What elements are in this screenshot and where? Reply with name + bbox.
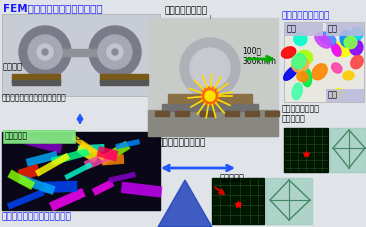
Circle shape [89,26,141,78]
Circle shape [42,49,48,55]
Text: 高速回転: 高速回転 [3,62,23,71]
FancyBboxPatch shape [162,104,258,111]
Circle shape [205,91,215,101]
Text: 継目・レール損傷: 継目・レール損傷 [165,6,208,15]
Ellipse shape [315,33,331,48]
Text: レール・まくらぎの変形解析: レール・まくらぎの変形解析 [2,212,72,221]
FancyBboxPatch shape [96,146,119,161]
Text: 形状: 形状 [287,24,297,33]
FancyBboxPatch shape [78,144,105,153]
FancyBboxPatch shape [101,154,124,165]
FancyBboxPatch shape [99,141,130,165]
FancyBboxPatch shape [64,162,93,180]
FancyBboxPatch shape [35,153,70,177]
FancyBboxPatch shape [7,189,45,210]
FancyBboxPatch shape [18,164,41,181]
FancyBboxPatch shape [100,80,148,85]
Text: 運動: 運動 [328,24,338,33]
FancyBboxPatch shape [115,139,140,149]
FancyBboxPatch shape [155,111,169,116]
FancyBboxPatch shape [26,151,58,167]
FancyBboxPatch shape [284,128,328,172]
FancyBboxPatch shape [284,22,364,102]
FancyBboxPatch shape [49,188,86,211]
FancyBboxPatch shape [7,170,35,190]
FancyBboxPatch shape [43,181,78,193]
Ellipse shape [292,56,309,72]
FancyBboxPatch shape [51,148,90,165]
Text: バラスト軌道の劣化: バラスト軌道の劣化 [158,138,206,147]
Ellipse shape [332,89,344,99]
Text: 摩擦: 摩擦 [328,90,338,99]
Text: コンタクトパッチを詳細に再現: コンタクトパッチを詳細に再現 [2,93,67,102]
Text: 高周波振動: 高周波振動 [5,131,28,140]
FancyBboxPatch shape [326,23,364,36]
Polygon shape [158,180,212,227]
Circle shape [190,48,230,88]
FancyBboxPatch shape [71,135,106,160]
Ellipse shape [332,63,342,73]
Text: バラスト粒状体解析: バラスト粒状体解析 [282,11,330,20]
FancyBboxPatch shape [148,18,278,136]
FancyBboxPatch shape [175,111,189,116]
Ellipse shape [294,33,307,45]
FancyBboxPatch shape [266,178,312,224]
FancyBboxPatch shape [84,150,116,170]
FancyBboxPatch shape [225,111,239,116]
FancyBboxPatch shape [330,128,366,172]
FancyBboxPatch shape [121,182,163,198]
Circle shape [201,87,219,105]
FancyBboxPatch shape [12,80,60,85]
FancyBboxPatch shape [326,89,364,102]
Circle shape [107,44,123,60]
Ellipse shape [292,83,302,100]
FancyBboxPatch shape [22,135,63,154]
Circle shape [28,35,62,69]
Ellipse shape [344,36,357,49]
Text: 100～
300km/h: 100～ 300km/h [242,46,276,65]
Ellipse shape [350,28,363,40]
Circle shape [112,49,118,55]
FancyBboxPatch shape [3,130,75,143]
Ellipse shape [340,30,352,47]
Ellipse shape [343,71,354,80]
FancyBboxPatch shape [245,111,259,116]
Circle shape [37,44,53,60]
FancyBboxPatch shape [108,172,136,183]
Ellipse shape [292,53,306,69]
Ellipse shape [312,64,327,80]
Text: 四面体集合: 四面体集合 [220,173,245,182]
FancyBboxPatch shape [2,132,160,210]
Ellipse shape [297,50,313,65]
FancyBboxPatch shape [200,111,214,116]
Circle shape [98,35,132,69]
FancyBboxPatch shape [18,175,56,195]
FancyBboxPatch shape [45,49,115,56]
Ellipse shape [332,44,341,56]
Circle shape [180,38,240,98]
Ellipse shape [284,66,298,80]
Ellipse shape [281,47,296,58]
Text: FEM解析による転がり接触解析: FEM解析による転がり接触解析 [3,3,102,13]
Ellipse shape [350,40,363,55]
Ellipse shape [302,68,311,87]
FancyBboxPatch shape [265,111,279,116]
Text: バラストの挙動を
詳細に再現: バラストの挙動を 詳細に再現 [282,104,320,123]
FancyBboxPatch shape [212,178,264,224]
FancyBboxPatch shape [168,94,252,106]
FancyBboxPatch shape [148,110,278,136]
FancyBboxPatch shape [76,142,100,163]
Ellipse shape [318,32,336,45]
FancyBboxPatch shape [100,74,148,82]
FancyBboxPatch shape [12,74,60,82]
Circle shape [19,26,71,78]
Ellipse shape [335,41,353,57]
Ellipse shape [297,72,308,81]
FancyBboxPatch shape [2,14,160,96]
FancyBboxPatch shape [92,179,114,196]
FancyBboxPatch shape [285,23,323,36]
Text: 減衰能: 減衰能 [76,131,90,140]
Ellipse shape [351,56,363,69]
